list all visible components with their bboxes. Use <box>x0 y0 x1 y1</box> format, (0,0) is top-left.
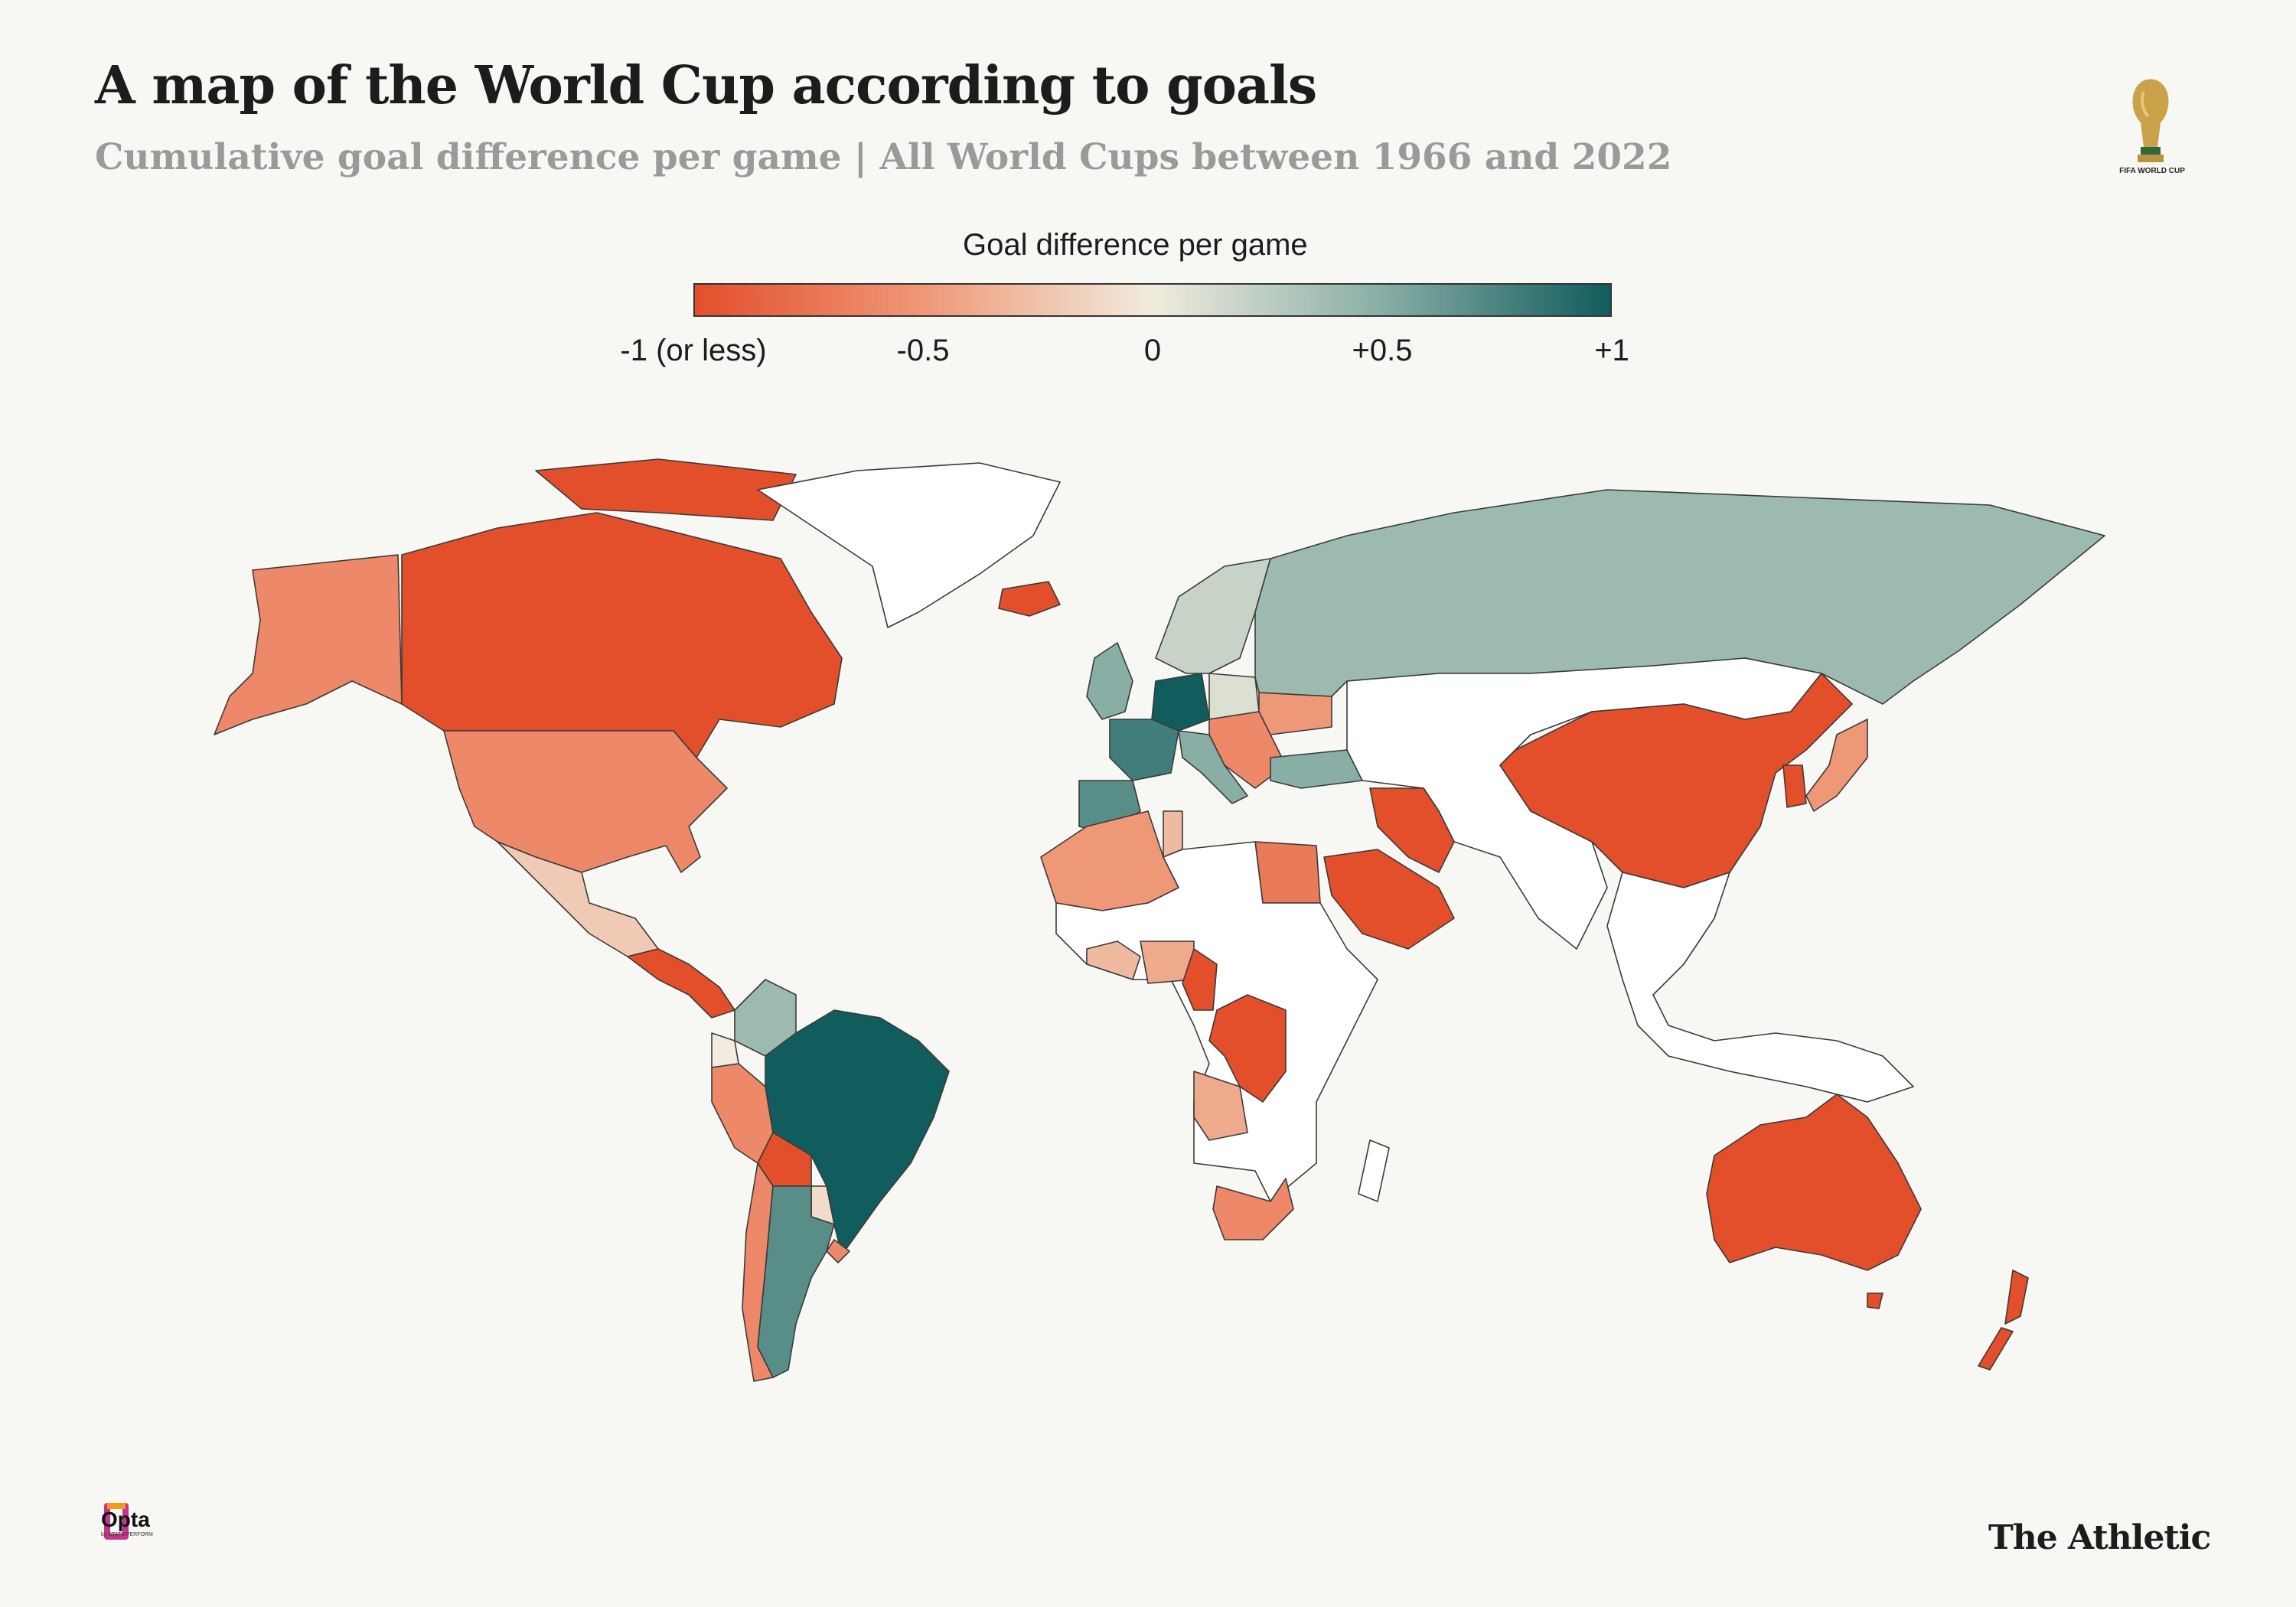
region-turkey <box>1270 749 1363 789</box>
region-russia <box>1254 489 2105 705</box>
legend-tick-label: +1 <box>1594 334 1629 367</box>
world-cup-logo-text: FIFA WORLD CUP <box>2119 167 2185 175</box>
map-subtitle: Cumulative goal difference per game | Al… <box>95 136 1672 178</box>
opta-logo-icon <box>104 1503 129 1540</box>
region-uruguay <box>826 1239 850 1263</box>
region-uk <box>1086 642 1133 720</box>
publisher-logo: The Athletic <box>1988 1518 2211 1557</box>
map-title: A map of the World Cup according to goal… <box>95 55 1317 116</box>
region-korea <box>1782 764 1807 808</box>
region-germany <box>1151 673 1210 732</box>
region-argentina <box>757 1185 835 1378</box>
region-usa <box>443 730 728 873</box>
legend-title: Goal difference per game <box>963 228 1308 262</box>
region-australia <box>1706 1094 1922 1271</box>
region-south-africa <box>1212 1178 1294 1240</box>
region-west-africa <box>1086 940 1141 980</box>
region-tasmania <box>1867 1292 1883 1309</box>
region-central-america <box>627 948 735 1019</box>
region-new-zealand <box>1978 1270 2029 1371</box>
region-egypt <box>1254 841 1321 904</box>
region-scandinavia <box>1155 558 1271 674</box>
region-alaska <box>214 554 403 735</box>
opta-subtext: by STATS PERFORM <box>101 1532 153 1537</box>
region-saudi-arabia <box>1323 849 1455 950</box>
region-madagascar <box>1358 1139 1390 1202</box>
region-japan <box>1805 719 1868 812</box>
legend-tick-label: 0 <box>1143 334 1162 367</box>
world-cup-trophy-icon <box>2132 79 2169 162</box>
region-angola <box>1193 1071 1248 1141</box>
legend-tick-label: -0.5 <box>896 334 950 367</box>
legend-tick-label: +0.5 <box>1352 334 1413 367</box>
region-cameroon <box>1182 948 1218 1011</box>
region-southeast-asia <box>1606 872 1914 1103</box>
region-france <box>1109 719 1179 781</box>
region-ukraine <box>1258 692 1332 735</box>
region-canada <box>401 458 843 758</box>
legend-color-scale <box>693 283 1612 317</box>
opta-wordmark: Opta <box>101 1508 150 1531</box>
region-dr-congo <box>1208 994 1287 1103</box>
region-iran <box>1369 787 1455 873</box>
region-china <box>1499 673 1853 888</box>
region-morocco-algeria <box>1040 810 1179 911</box>
legend-tick-label: -1 (or less) <box>620 334 767 367</box>
region-peru <box>711 1063 774 1164</box>
world-map <box>214 458 2105 1382</box>
region-iceland <box>998 581 1061 617</box>
region-greenland <box>757 462 1061 628</box>
